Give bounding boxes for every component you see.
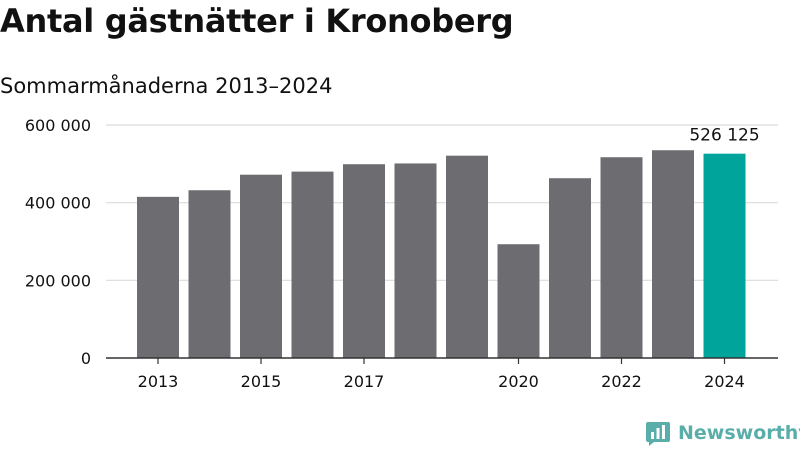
x-tick-label: 2013 — [138, 372, 179, 391]
bar-2023 — [652, 150, 694, 358]
bar-2017 — [343, 164, 385, 358]
bar-2015 — [240, 174, 282, 358]
x-tick-label: 2024 — [704, 372, 745, 391]
chart-title: Antal gästnätter i Kronoberg — [0, 2, 514, 40]
bar-2020 — [497, 244, 540, 358]
value-label-highlight: 526 125 — [689, 126, 759, 146]
bar-2018 — [394, 163, 437, 358]
bar-2013 — [137, 196, 179, 358]
annotations: 526 125 — [689, 126, 759, 146]
bar-2021 — [549, 178, 591, 358]
brand-name: Newsworthy — [678, 422, 800, 444]
y-tick-label: 0 — [81, 349, 91, 368]
bars — [137, 150, 746, 358]
bar-2022 — [600, 157, 643, 358]
y-tick-label: 400 000 — [25, 194, 91, 213]
y-tick-label: 200 000 — [25, 271, 91, 290]
bar-2014 — [188, 190, 231, 358]
chart-subtitle: Sommarmånaderna 2013–2024 — [0, 74, 333, 98]
x-tick-label: 2020 — [498, 372, 539, 391]
y-axis-ticks: 0 200 000 400 000 600 000 — [25, 116, 91, 368]
x-tick-label: 2022 — [601, 372, 642, 391]
bar-2016 — [291, 171, 334, 358]
x-axis-ticks: 2013 2015 2017 2020 2022 2024 — [106, 357, 778, 391]
brand-logo: Newsworthy — [645, 420, 800, 446]
bar-2024 — [703, 153, 746, 358]
x-tick-label: 2017 — [344, 372, 385, 391]
x-tick-label: 2015 — [241, 372, 282, 391]
newsworthy-logo-icon — [646, 422, 670, 446]
bar-2019 — [446, 155, 488, 358]
y-tick-label: 600 000 — [25, 116, 91, 135]
